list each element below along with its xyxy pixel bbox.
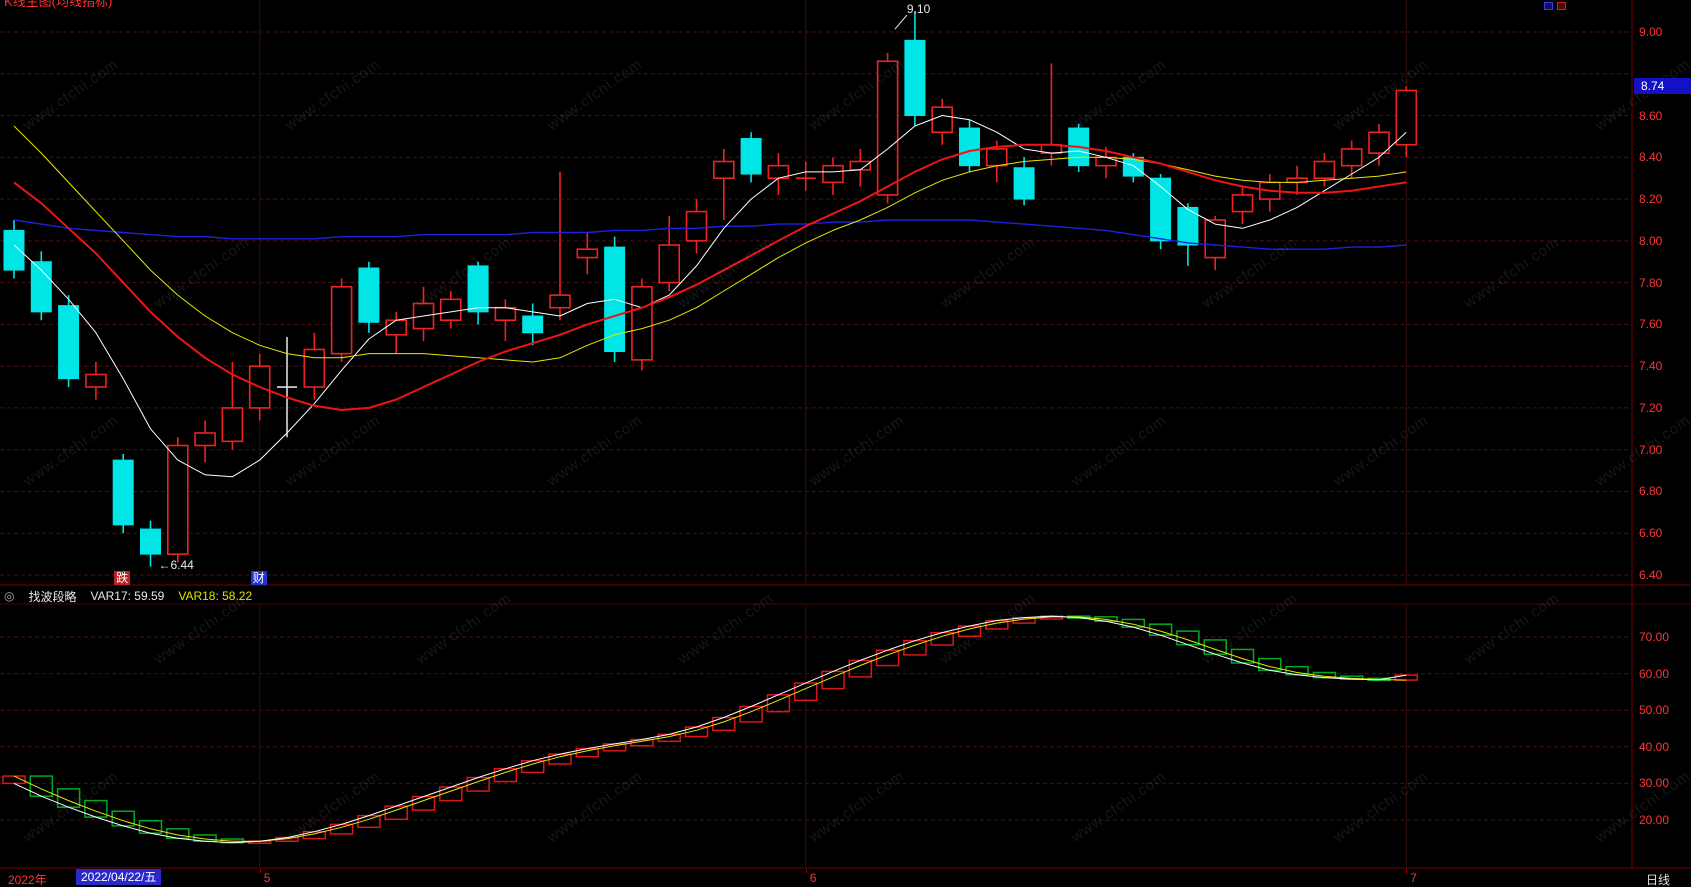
indicator-tick-label: 60.00 [1639, 666, 1670, 681]
price-tick-label: 7.40 [1639, 359, 1663, 374]
price-tick-label: 7.80 [1639, 275, 1663, 290]
last-price-value: 8.74 [1641, 79, 1665, 94]
month-label: 7 [1410, 871, 1417, 885]
price-tick-label: 8.20 [1639, 192, 1663, 207]
indicator-header: ◎ 找波段略 VAR17: 59.59 VAR18: 58.22 [0, 588, 1630, 604]
price-tick-label: 7.20 [1639, 400, 1663, 415]
grid-lines [0, 0, 1632, 866]
event-marker-wealth[interactable]: 财 [250, 571, 267, 585]
indicator-name[interactable]: 找波段略 [28, 589, 77, 604]
indicator-tick-label: 50.00 [1639, 703, 1670, 718]
date-axis: 2022年 2022/04/22/五 日线 5 6 7 [0, 869, 1691, 887]
price-tick-label: 8.40 [1639, 150, 1663, 165]
panel-borders [0, 0, 1691, 869]
price-tick-label: 8.60 [1639, 108, 1663, 123]
indicator-var18-value: VAR18: 58.22 [178, 589, 253, 603]
indicator-toggle-icon[interactable]: ◎ [4, 589, 15, 603]
month-tick [805, 869, 807, 873]
month-tick [259, 869, 261, 873]
chart-tool-icon-red[interactable] [1557, 2, 1566, 10]
year-label: 2022年 [8, 873, 47, 887]
wave-band-lines [13, 615, 1407, 844]
indicator-tick-label: 40.00 [1639, 739, 1670, 754]
month-label: 5 [263, 871, 271, 885]
price-tick-label: 7.60 [1639, 317, 1663, 332]
price-tick-label: 7.00 [1639, 442, 1663, 457]
ma-lines [13, 14, 1407, 478]
price-tick-label: 8.00 [1639, 233, 1663, 248]
price-tick-label: 9.00 [1639, 25, 1663, 39]
period-label[interactable]: 日线 [1646, 873, 1671, 887]
indicator-tick-label: 20.00 [1639, 813, 1670, 827]
month-label: 6 [809, 871, 817, 885]
month-tick [1406, 869, 1408, 873]
high-price-annotation: 9.10 [906, 2, 931, 17]
low-price-annotation: ←6.44 [158, 557, 194, 572]
chart-title-clipped: K线主图(均线指标) [4, 0, 113, 9]
selected-date-badge[interactable]: 2022/04/22/五 [76, 869, 162, 885]
price-tick-label: 6.60 [1639, 526, 1663, 541]
indicator-tick-label: 70.00 [1639, 630, 1670, 644]
price-tick-label: 6.40 [1639, 568, 1663, 582]
price-tick-label: 6.80 [1639, 484, 1663, 499]
candlesticks [3, 11, 1418, 567]
indicator-var17-value: VAR17: 59.59 [90, 589, 165, 603]
last-price-badge: 8.74 [1634, 78, 1691, 95]
chart-tool-icon-blue[interactable] [1544, 2, 1553, 10]
event-marker-fall[interactable]: 跌 [114, 571, 131, 585]
indicator-tick-label: 30.00 [1639, 776, 1670, 791]
